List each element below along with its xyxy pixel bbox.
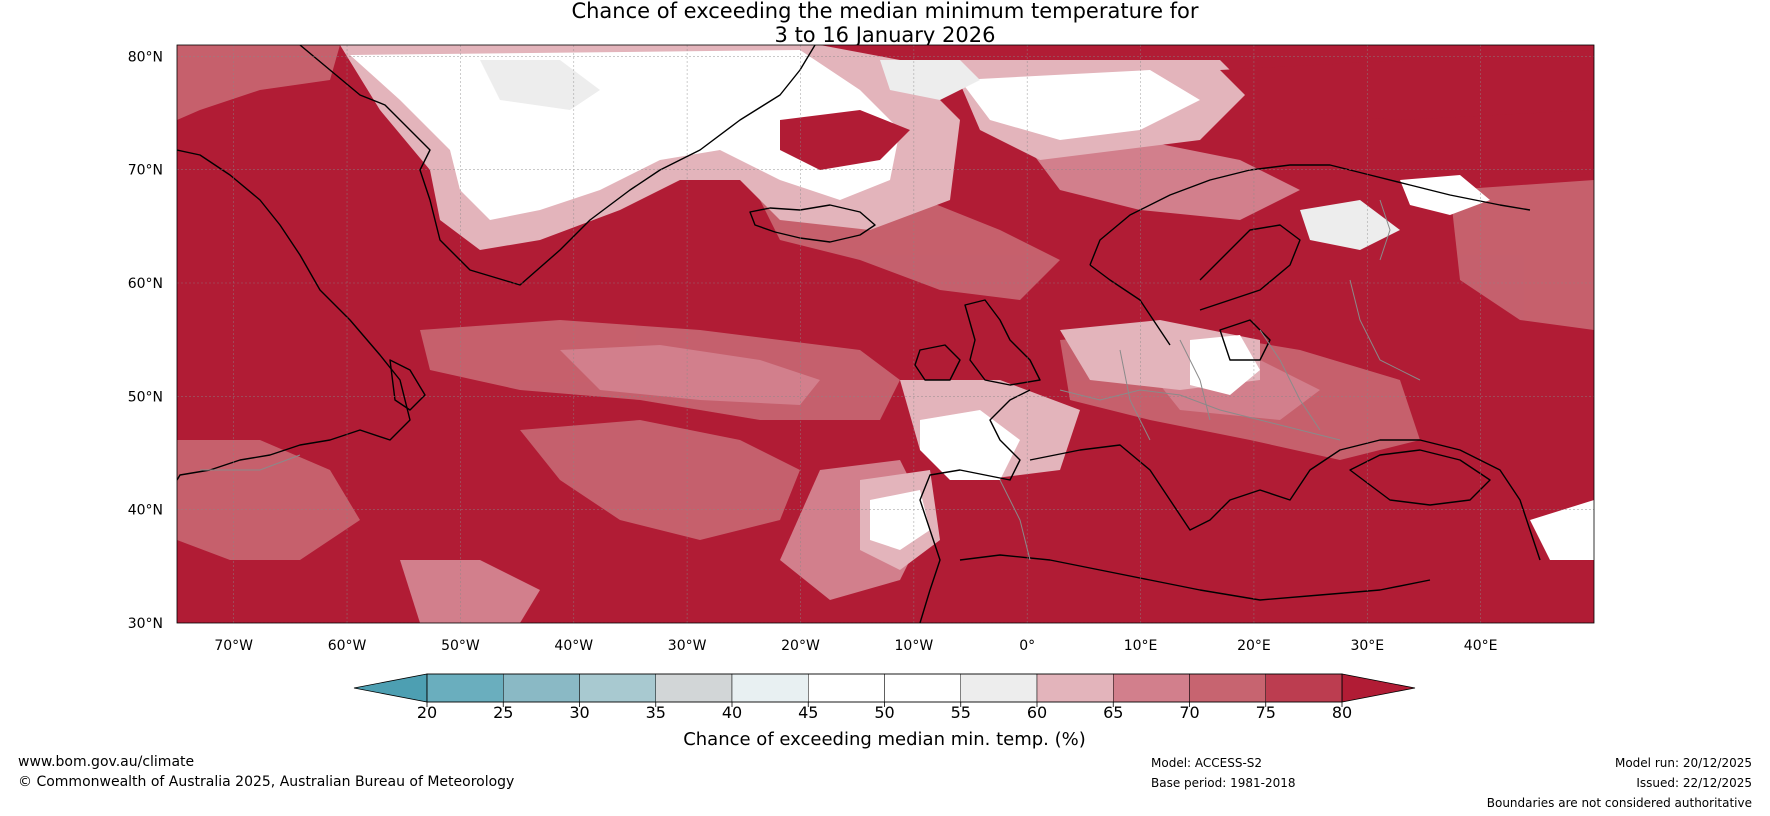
title-line-2: 3 to 16 January 2026 <box>774 23 996 47</box>
longitude-tick-label: 10°W <box>895 638 934 654</box>
longitude-tick-label: 0° <box>1019 638 1035 654</box>
map-title: Chance of exceeding the median minimum t… <box>0 0 1770 47</box>
colorbar-bin <box>808 673 885 703</box>
colorbar-bin <box>1113 673 1190 703</box>
probability-50-60-zones <box>350 50 1594 560</box>
website-link[interactable]: www.bom.gov.au/climate <box>18 754 195 770</box>
title-line-1: Chance of exceeding the median minimum t… <box>571 0 1199 23</box>
colorbar-tick-label: 70 <box>1179 703 1199 722</box>
longitude-tick-label: 60°W <box>328 638 367 654</box>
colorbar-bin <box>731 673 809 703</box>
latitude-labels: 80°N 70°N 60°N 50°N 40°N 30°N <box>128 49 163 632</box>
country-borders <box>200 199 1421 561</box>
issued-date: Issued: 22/12/2025 <box>1636 776 1752 790</box>
colorbar-tick-label: 80 <box>1332 703 1352 722</box>
map-frame <box>176 44 1595 624</box>
colorbar-under-arrow <box>353 673 428 703</box>
colorbar-tick-label: 45 <box>798 703 818 722</box>
latitude-tick-label: 40°N <box>128 503 163 519</box>
longitude-tick-label: 30°E <box>1350 638 1384 654</box>
colorbar-bin <box>426 673 504 703</box>
longitude-tick-label: 20°E <box>1237 638 1271 654</box>
colorbar-bin <box>579 673 656 703</box>
colorbar-tick-label: 35 <box>646 703 666 722</box>
colorbar-tick-label: 50 <box>874 703 894 722</box>
colorbar-tick-label: 25 <box>493 703 513 722</box>
latitude-tick-label: 50°N <box>128 389 163 405</box>
longitude-tick-label: 70°W <box>214 638 253 654</box>
longitude-tick-label: 20°W <box>781 638 820 654</box>
base-period: Base period: 1981-2018 <box>1151 776 1296 790</box>
model-run-date: Model run: 20/12/2025 <box>1614 756 1752 770</box>
longitude-tick-label: 50°W <box>441 638 480 654</box>
longitude-tick-label: 10°E <box>1124 638 1158 654</box>
map-area <box>177 45 1594 623</box>
high-probability-core <box>780 50 1594 170</box>
latitude-tick-label: 80°N <box>128 49 163 65</box>
colorbar-tick-label: 40 <box>722 703 742 722</box>
longitude-labels: 70°W 60°W 50°W 40°W 30°W 20°W 10°W 0° 10°E 20°E 30… <box>214 638 1497 654</box>
colorbar-bin <box>960 673 1038 703</box>
colorbar-label: Chance of exceeding median min. temp. (%… <box>683 729 1086 750</box>
copyright-text: © Commonwealth of Australia 2025, Austra… <box>18 774 515 790</box>
latitude-tick-label: 60°N <box>128 276 163 292</box>
colorbar-bin <box>503 673 580 703</box>
probability-55-60-zones <box>480 60 1400 250</box>
coastlines <box>177 45 1541 623</box>
graticule <box>177 45 1594 623</box>
colorbar-tick-label: 65 <box>1103 703 1123 722</box>
latitude-tick-label: 30°N <box>128 616 163 632</box>
colorbar: 20 25 30 35 40 45 50 55 60 65 70 75 80 Chance of exce… <box>353 673 1416 750</box>
colorbar-bin <box>1265 673 1343 703</box>
longitude-tick-label: 30°W <box>668 638 707 654</box>
model-name: Model: ACCESS-S2 <box>1151 756 1263 770</box>
colorbar-bin <box>1036 673 1114 703</box>
longitude-tick-label: 40°W <box>554 638 593 654</box>
longitude-tick-label: 40°E <box>1464 638 1498 654</box>
colorbar-bin <box>655 673 733 703</box>
colorbar-bin <box>884 673 961 703</box>
colorbar-over-arrow <box>1341 673 1416 703</box>
disclaimer-text: Boundaries are not considered authoritat… <box>1486 796 1752 810</box>
colorbar-tick-label: 20 <box>417 703 437 722</box>
latitude-tick-label: 70°N <box>128 163 163 179</box>
colorbar-tick-label: 55 <box>951 703 971 722</box>
colorbar-tick-label: 30 <box>569 703 589 722</box>
colorbar-tick-label: 60 <box>1027 703 1047 722</box>
colorbar-bin <box>1189 673 1266 703</box>
colorbar-tick-label: 75 <box>1256 703 1276 722</box>
